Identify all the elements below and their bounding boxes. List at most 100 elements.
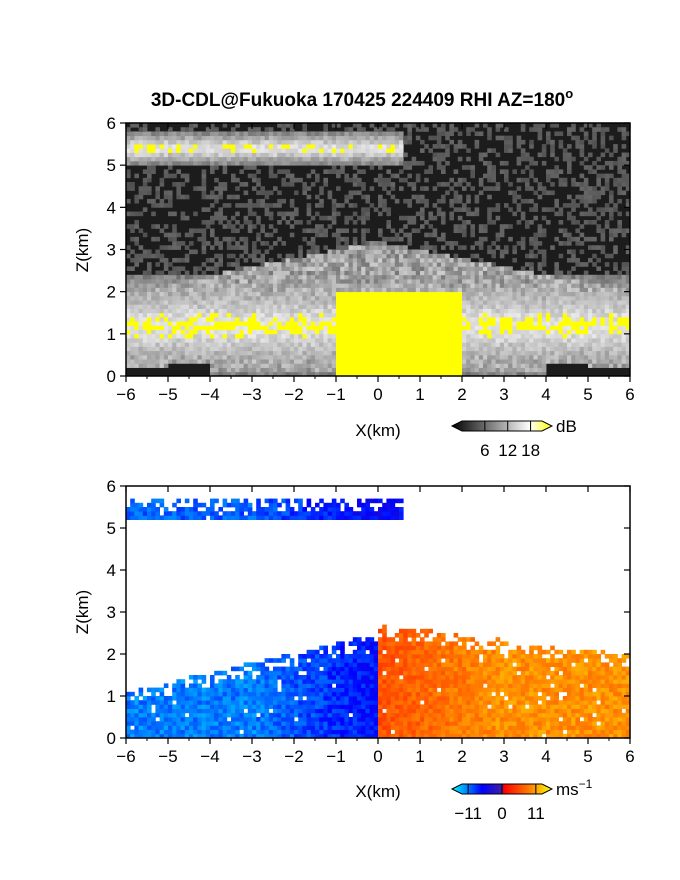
backscatter-cell xyxy=(625,173,630,179)
backscatter-cell xyxy=(331,300,337,305)
backscatter-cell xyxy=(256,338,261,343)
backscatter-cell xyxy=(201,236,207,242)
backscatter-cell xyxy=(609,359,614,364)
backscatter-cell xyxy=(474,338,480,343)
backscatter-cell xyxy=(491,249,496,255)
backscatter-cell xyxy=(294,135,299,141)
backscatter-cell xyxy=(567,279,572,284)
backscatter-cell xyxy=(298,131,303,137)
backscatter-cell xyxy=(474,211,480,217)
backscatter-cell xyxy=(336,342,341,347)
backscatter-cell xyxy=(277,156,282,162)
backscatter-cell xyxy=(243,295,249,301)
backscatter-cell xyxy=(588,211,593,217)
backscatter-cell xyxy=(369,329,375,335)
backscatter-cell xyxy=(214,253,219,259)
backscatter-cell xyxy=(546,316,551,322)
backscatter-cell xyxy=(256,249,261,255)
backscatter-cell xyxy=(302,127,307,132)
backscatter-cell xyxy=(415,363,421,368)
backscatter-cell xyxy=(126,295,131,301)
backscatter-cell xyxy=(609,253,614,259)
backscatter-cell xyxy=(155,333,160,339)
backscatter-cell xyxy=(285,295,291,301)
backscatter-cell xyxy=(327,169,333,174)
backscatter-cell xyxy=(487,342,492,347)
backscatter-cell xyxy=(243,182,249,187)
backscatter-cell xyxy=(562,342,568,347)
backscatter-cell xyxy=(621,312,627,318)
backscatter-cell xyxy=(239,139,244,145)
backscatter-cell xyxy=(407,359,412,364)
backscatter-cell xyxy=(243,165,249,170)
backscatter-cell xyxy=(533,160,538,166)
backscatter-cell xyxy=(281,211,286,217)
backscatter-cell xyxy=(142,160,148,166)
backscatter-cell xyxy=(596,350,601,356)
backscatter-cell xyxy=(424,257,429,263)
backscatter-cell xyxy=(373,300,379,305)
backscatter-cell xyxy=(386,160,391,166)
backscatter-cell xyxy=(491,338,496,343)
backscatter-cell xyxy=(424,304,429,309)
backscatter-cell xyxy=(369,203,375,208)
backscatter-cell xyxy=(399,350,404,356)
backscatter-cell xyxy=(294,359,299,364)
backscatter-cell xyxy=(373,127,379,132)
backscatter-cell xyxy=(457,354,463,360)
backscatter-cell xyxy=(386,135,391,141)
backscatter-cell xyxy=(357,257,362,263)
backscatter-cell xyxy=(268,152,274,158)
backscatter-cell xyxy=(298,354,303,360)
backscatter-cell xyxy=(281,287,286,293)
backscatter-cell xyxy=(163,131,169,137)
backscatter-cell xyxy=(231,224,236,229)
backscatter-cell xyxy=(172,312,177,318)
backscatter-cell xyxy=(424,169,429,174)
backscatter-cell xyxy=(394,148,400,153)
backscatter-cell xyxy=(466,316,471,322)
backscatter-cell xyxy=(281,279,286,284)
backscatter-cell xyxy=(243,300,249,305)
backscatter-cell xyxy=(554,308,559,314)
backscatter-cell xyxy=(588,198,593,204)
backscatter-cell xyxy=(344,279,349,284)
backscatter-cell xyxy=(390,194,396,200)
backscatter-cell xyxy=(285,333,291,339)
backscatter-cell xyxy=(163,312,169,318)
backscatter-cell xyxy=(508,295,513,301)
backscatter-cell xyxy=(243,160,249,166)
backscatter-cell xyxy=(306,194,312,200)
backscatter-cell xyxy=(172,321,177,326)
backscatter-cell xyxy=(386,245,391,250)
backscatter-cell xyxy=(180,173,186,179)
backscatter-cell xyxy=(415,274,421,280)
backscatter-cell xyxy=(415,177,421,183)
backscatter-cell xyxy=(344,139,349,145)
backscatter-cell xyxy=(415,287,421,293)
backscatter-cell xyxy=(491,207,496,212)
backscatter-cell xyxy=(327,266,333,271)
backscatter-cell xyxy=(147,177,152,183)
backscatter-cell xyxy=(361,270,366,276)
backscatter-cell xyxy=(319,367,324,373)
backscatter-cell xyxy=(525,329,530,335)
backscatter-cell xyxy=(243,236,249,242)
backscatter-cell xyxy=(256,359,261,364)
backscatter-cell xyxy=(319,325,324,331)
backscatter-cell xyxy=(277,304,282,309)
backscatter-cell xyxy=(529,144,534,149)
backscatter-cell xyxy=(159,363,165,368)
backscatter-cell xyxy=(550,304,555,309)
backscatter-cell xyxy=(386,367,391,373)
backscatter-cell xyxy=(365,148,370,153)
backscatter-cell xyxy=(138,127,144,132)
backscatter-cell xyxy=(546,274,551,280)
backscatter-cell xyxy=(365,262,370,267)
backscatter-cell xyxy=(361,215,366,221)
backscatter-cell xyxy=(289,173,295,179)
backscatter-cell xyxy=(210,152,215,158)
backscatter-cell xyxy=(344,249,349,255)
backscatter-cell xyxy=(588,333,593,339)
backscatter-cell xyxy=(546,139,551,145)
